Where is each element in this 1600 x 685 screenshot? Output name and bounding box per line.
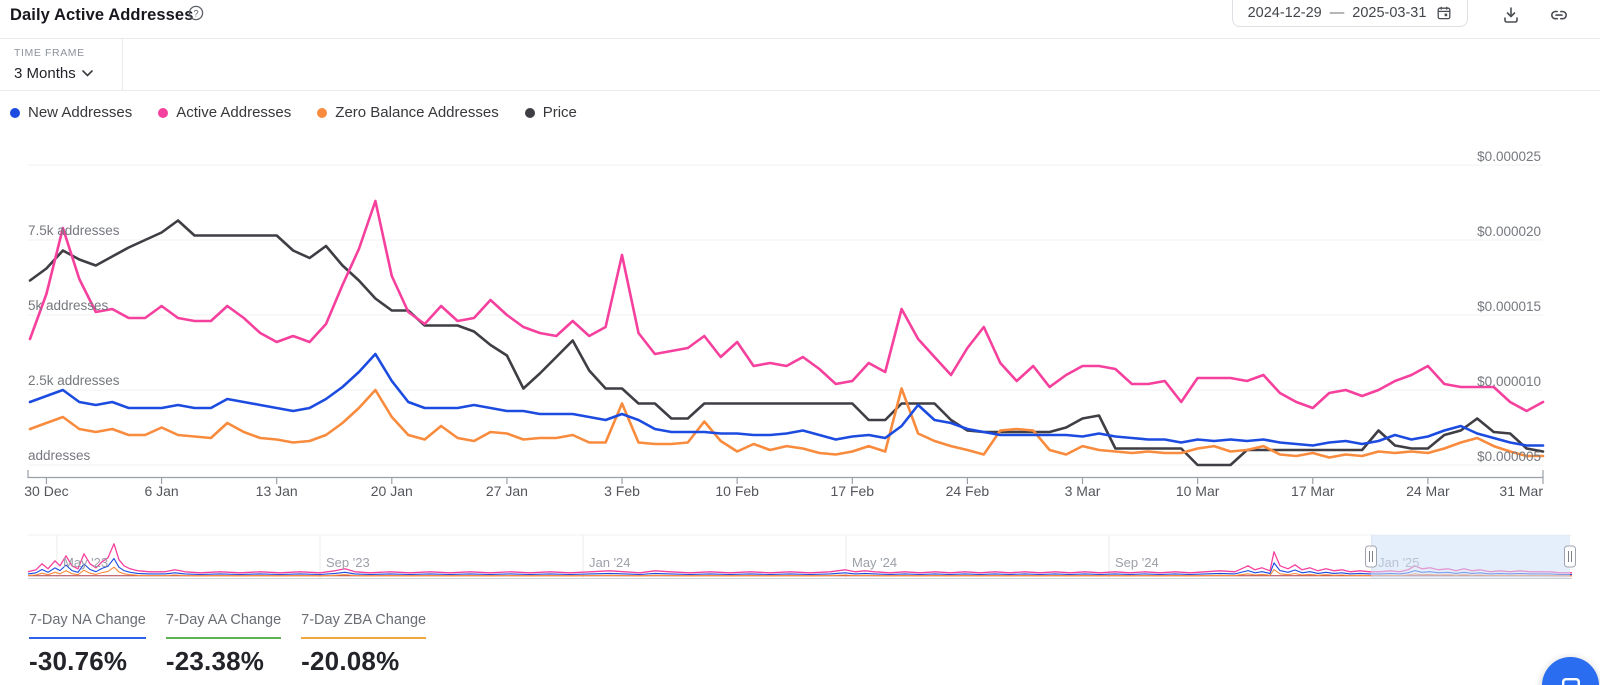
brush-period-label: May '24 [852,555,897,570]
x-axis-tick-label: 3 Feb [604,483,640,499]
stat-label: 7-Day ZBA Change [301,612,427,639]
legend: New Addresses Active Addresses Zero Bala… [10,104,577,121]
stat-label: 7-Day NA Change [29,612,146,639]
x-axis-tick-label: 17 Feb [830,483,874,499]
stat-label: 7-Day AA Change [165,612,282,639]
help-icon[interactable]: ? [188,5,204,21]
right-axis-label: $0.000015 [1477,299,1541,314]
x-axis-tick-label: 20 Jan [371,483,413,499]
zero-balance-addresses-dot-icon [317,107,328,118]
date-range-separator: — [1329,5,1345,21]
legend-label: Active Addresses [176,104,292,121]
brush-period-label: Sep '23 [326,555,370,570]
x-axis-tick-label: 24 Mar [1406,483,1450,499]
calendar-icon [1436,5,1452,21]
series-line-active-addresses [28,199,1545,413]
x-axis-tick-label: 6 Jan [144,483,178,499]
x-axis-tick-label: 17 Mar [1291,483,1335,499]
header-divider [0,38,1600,39]
date-range-end: 2025-03-31 [1352,5,1427,21]
time-frame-value: 3 Months [14,65,76,82]
x-axis-tick-label: 3 Mar [1065,483,1101,499]
time-frame-dropdown[interactable]: 3 Months [14,65,93,82]
series-line-zero-balance-addresses [28,387,1545,459]
x-axis-line [27,470,1544,479]
svg-text:?: ? [193,8,198,19]
series-line-new-addresses [28,352,1545,447]
right-axis-label: $0.000005 [1477,449,1541,464]
x-axis-tick-label: 24 Feb [946,483,990,499]
legend-label: Price [542,104,577,121]
x-axis-tick-label: 31 Mar [1499,483,1543,499]
legend-label: New Addresses [28,104,133,121]
legend-label: Zero Balance Addresses [335,104,499,121]
stat-value: -30.76% [29,646,128,676]
x-axis-tick-label: 30 Dec [24,483,68,499]
chevron-down-icon [81,70,93,77]
brush-period-label: Sep '24 [1115,555,1159,570]
legend-item-price[interactable]: Price [524,104,577,121]
stat-value: -23.38% [165,646,265,676]
series-line-price [28,219,1545,467]
stat-value: -20.08% [301,646,400,676]
stat-card-aa-change: 7-Day AA Change -23.38% [165,611,282,677]
right-axis-label: $0.000020 [1477,224,1541,239]
page-title: Daily Active Addresses [10,6,194,24]
link-chain-icon [1551,10,1567,20]
date-range-start: 2024-12-29 [1247,5,1322,21]
left-axis-label: 5k addresses [28,298,109,313]
legend-item-new-addresses[interactable]: New Addresses [10,104,132,121]
legend-item-zero-balance-addresses[interactable]: Zero Balance Addresses [317,104,499,121]
new-addresses-dot-icon [10,107,20,118]
right-axis-label: $0.000010 [1477,374,1541,389]
download-icon [1504,7,1518,23]
brush-handle-right[interactable] [1564,545,1576,568]
download-button[interactable] [1500,4,1522,26]
brush-period-label: Jan '24 [589,555,631,570]
toolbar-divider [122,39,123,90]
active-addresses-dot-icon [158,107,169,118]
x-axis-tick-label: 13 Jan [256,483,298,499]
share-link-button[interactable] [1548,4,1570,26]
left-axis-label: 2.5k addresses [28,373,120,388]
x-axis-tick-label: 10 Mar [1176,483,1220,499]
stat-card-zba-change: 7-Day ZBA Change -20.08% [301,611,427,677]
brush-selection[interactable] [1371,535,1570,579]
left-axis-label: addresses [28,448,91,463]
stat-cards: 7-Day NA Change -30.76% 7-Day AA Change … [29,611,427,677]
x-axis-tick-label: 27 Jan [486,483,528,499]
stat-card-na-change: 7-Day NA Change -30.76% [29,611,146,677]
x-axis-tick-label: 10 Feb [715,483,759,499]
brush-handle-left[interactable] [1365,545,1377,568]
chat-bubble-icon [1561,677,1580,685]
toolbar-bottom-divider [0,90,1600,91]
time-frame-label: TIME FRAME [14,47,85,59]
brush-period-label: May '23 [63,555,108,570]
right-axis-label: $0.000025 [1477,149,1541,164]
date-range-picker[interactable]: 2024-12-29 — 2025-03-31 [1232,0,1468,27]
brush-active-addresses-line [27,543,1572,574]
price-dot-icon [524,107,535,118]
legend-item-active-addresses[interactable]: Active Addresses [158,104,291,121]
left-axis-label: 7.5k addresses [28,223,120,238]
